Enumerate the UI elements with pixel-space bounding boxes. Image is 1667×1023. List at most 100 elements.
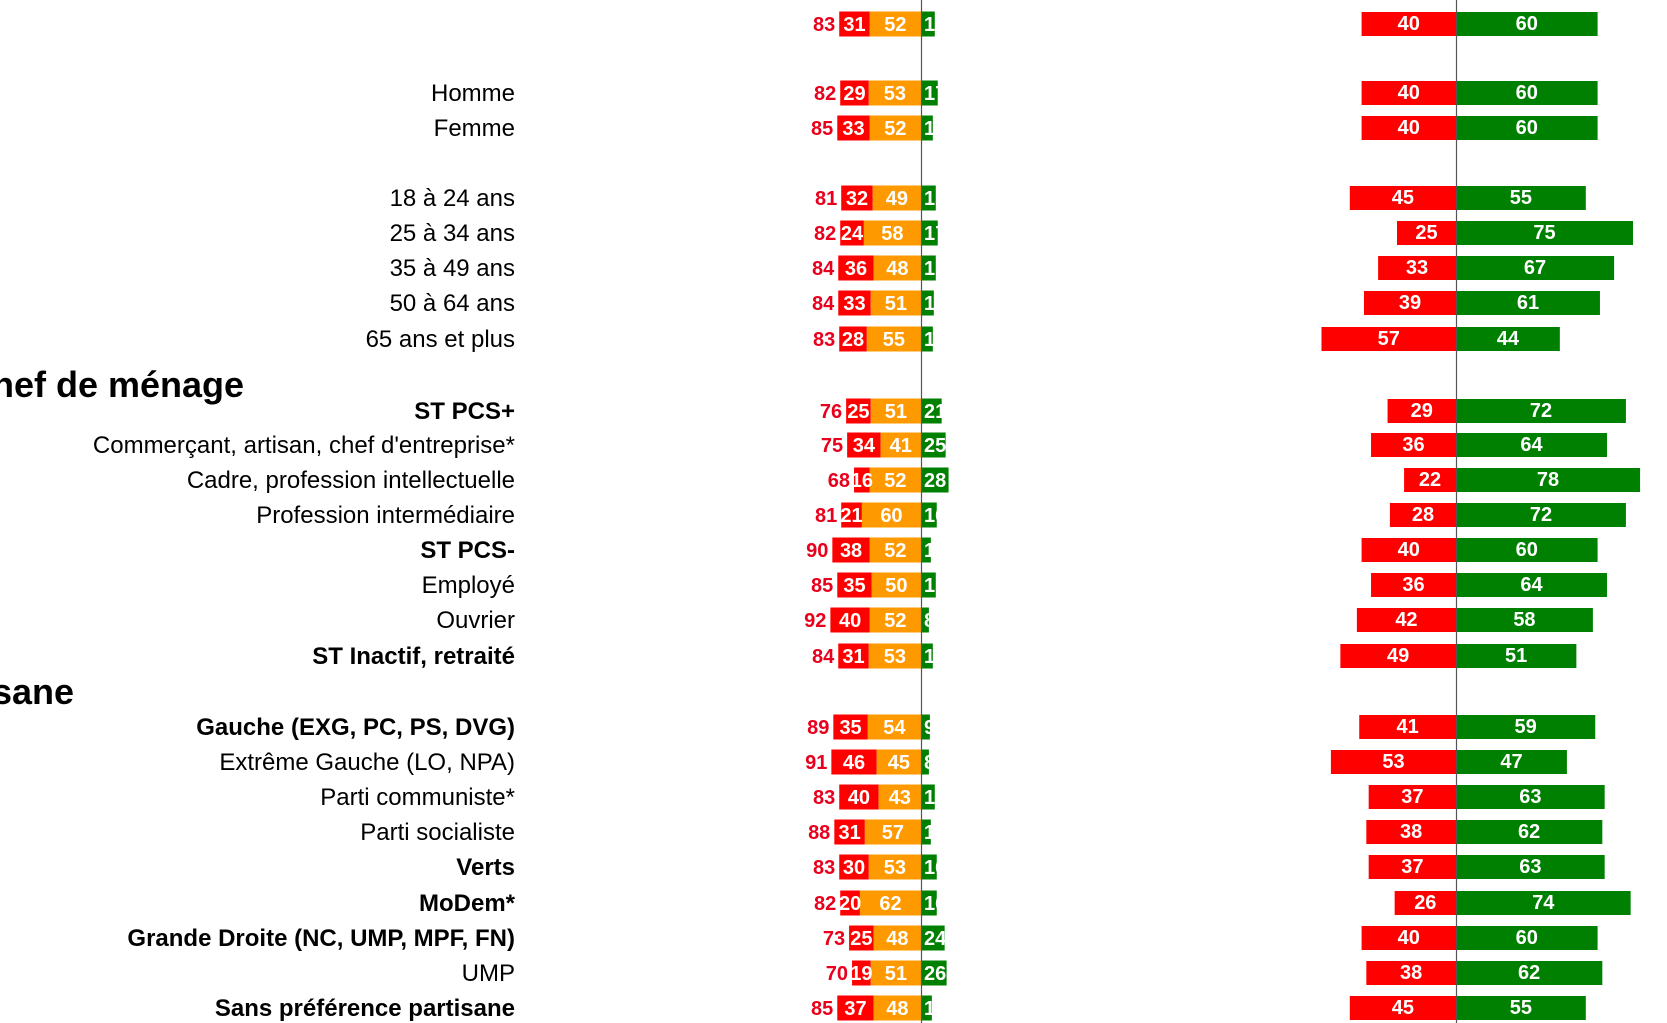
stacked-bar-green <box>921 80 938 106</box>
stacked-label-orange: 52 <box>884 470 906 492</box>
stacked-bar-orange <box>873 995 921 1021</box>
stacked-label-orange: 53 <box>884 857 906 879</box>
diverging-label-red: 25 <box>1415 222 1437 244</box>
diverging-label-red: 41 <box>1396 716 1418 738</box>
stacked-bar-red <box>831 749 877 775</box>
diverging-bar-green <box>1456 785 1605 809</box>
diverging-label-green: 72 <box>1530 400 1552 422</box>
diverging-label-green: 47 <box>1500 751 1522 773</box>
diverging-bar-red <box>1389 503 1456 527</box>
stacked-bar-orange <box>869 537 921 563</box>
stacked-label-total: 82 <box>814 83 836 105</box>
diverging-label-red: 53 <box>1382 751 1404 773</box>
stacked-label-orange: 49 <box>886 188 908 210</box>
stacked-label-red: 25 <box>850 928 872 950</box>
stacked-bar-orange <box>869 607 921 633</box>
diverging-label-red: 38 <box>1400 821 1422 843</box>
diverging-label-green: 67 <box>1524 257 1546 279</box>
stacked-label-total: 83 <box>813 787 835 809</box>
stacked-label-red: 31 <box>842 646 864 668</box>
stacked-bar-green <box>921 819 931 845</box>
diverging-label-red: 45 <box>1392 187 1414 209</box>
stacked-bar-orange <box>867 714 921 740</box>
stacked-bar-green <box>921 185 936 211</box>
stacked-label-orange: 54 <box>883 717 906 739</box>
category-label: Sans préférence partisane <box>215 995 515 1022</box>
diverging-label-red: 57 <box>1378 328 1400 350</box>
stacked-label-orange: 58 <box>881 223 903 245</box>
diverging-label-red: 33 <box>1406 257 1428 279</box>
diverging-bar-green <box>1456 433 1608 457</box>
stacked-label-green: 24 <box>924 928 947 950</box>
stacked-label-orange: 60 <box>880 505 902 527</box>
category-label: Homme <box>431 80 515 107</box>
diverging-bar-red <box>1349 996 1456 1020</box>
stacked-label-total: 85 <box>811 998 833 1020</box>
diverging-bar-green <box>1456 221 1633 245</box>
stacked-label-total: 76 <box>820 401 842 423</box>
stacked-label-green: 17 <box>924 83 946 105</box>
stacked-label-red: 36 <box>845 258 867 280</box>
stacked-bar-red <box>838 290 871 316</box>
diverging-bar-green <box>1456 468 1641 492</box>
diverging-label-red: 36 <box>1402 574 1424 596</box>
stacked-bar-green <box>921 255 936 281</box>
stacked-label-green: 8 <box>924 610 935 632</box>
stacked-label-red: 31 <box>843 14 865 36</box>
diverging-label-red: 40 <box>1398 539 1420 561</box>
diverging-label-green: 44 <box>1497 328 1520 350</box>
stacked-bar-orange <box>863 220 921 246</box>
stacked-label-total: 88 <box>808 822 830 844</box>
diverging-bar-green <box>1456 399 1626 423</box>
stacked-label-green: 10 <box>924 540 946 562</box>
diverging-label-green: 62 <box>1518 962 1540 984</box>
stacked-label-orange: 52 <box>884 14 906 36</box>
category-label: Commerçant, artisan, chef d'entreprise* <box>93 432 515 459</box>
diverging-label-green: 55 <box>1510 187 1532 209</box>
stacked-label-red: 30 <box>843 857 865 879</box>
stacked-label-orange: 57 <box>882 822 904 844</box>
diverging-bar-red <box>1361 12 1456 36</box>
diverging-label-red: 28 <box>1412 504 1434 526</box>
stacked-label-green: 17 <box>924 223 946 245</box>
stacked-label-green: 15 <box>924 188 946 210</box>
stacked-label-red: 40 <box>839 610 861 632</box>
stacked-bar-orange <box>880 432 921 458</box>
stacked-bar-red <box>839 784 879 810</box>
diverging-label-green: 63 <box>1519 856 1541 878</box>
stacked-bar-green <box>921 643 933 669</box>
diverging-label-red: 40 <box>1398 13 1420 35</box>
diverging-bar-green <box>1456 327 1560 351</box>
diverging-bar-red <box>1361 81 1456 105</box>
stacked-label-red: 34 <box>853 435 876 457</box>
diverging-bar-green <box>1456 12 1598 36</box>
diverging-bar-red <box>1404 468 1456 492</box>
stacked-bar-green <box>921 398 942 424</box>
stacked-label-green: 14 <box>924 787 947 809</box>
stacked-label-red: 24 <box>841 223 864 245</box>
category-label: 50 à 64 ans <box>390 290 515 317</box>
diverging-label-green: 64 <box>1520 434 1543 456</box>
stacked-bar-orange <box>873 255 921 281</box>
category-label: Parti socialiste <box>360 819 515 846</box>
stacked-bar-orange <box>864 819 921 845</box>
stacked-label-red: 31 <box>838 822 860 844</box>
stacked-label-total: 83 <box>813 329 835 351</box>
stacked-label-green: 12 <box>924 118 946 140</box>
stacked-label-green: 12 <box>924 646 946 668</box>
diverging-bar-green <box>1456 820 1603 844</box>
category-label: ST Inactif, retraité <box>312 643 515 670</box>
diverging-bar-green <box>1456 256 1615 280</box>
stacked-bar-orange <box>871 572 921 598</box>
stacked-bar-green <box>921 432 946 458</box>
diverging-bar-green <box>1456 996 1586 1020</box>
stacked-bar-orange <box>870 960 921 986</box>
diverging-label-green: 58 <box>1513 609 1535 631</box>
stacked-label-total: 92 <box>804 610 826 632</box>
diverging-label-red: 40 <box>1398 82 1420 104</box>
stacked-bar-green <box>921 607 929 633</box>
stacked-bar-red <box>849 925 874 951</box>
diverging-label-red: 45 <box>1392 997 1414 1019</box>
stacked-label-orange: 62 <box>879 893 901 915</box>
stacked-bar-green <box>921 115 933 141</box>
